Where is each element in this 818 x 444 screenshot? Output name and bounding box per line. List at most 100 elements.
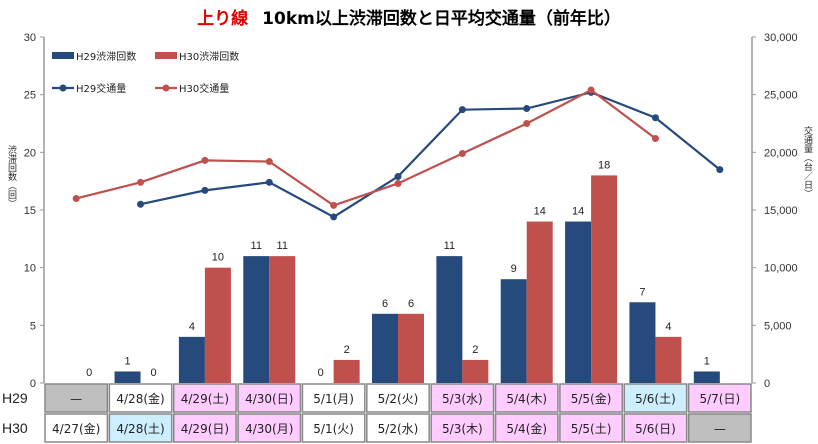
bar-data-label: 4 bbox=[189, 321, 195, 333]
bar-data-label: 11 bbox=[277, 240, 288, 252]
right-axis-label: 交通量（台／日） bbox=[802, 126, 812, 198]
point-h30 bbox=[330, 201, 338, 209]
bar-data-label: 14 bbox=[572, 206, 584, 218]
bar-h30 bbox=[655, 336, 682, 383]
right-tick-label: 25,000 bbox=[764, 90, 798, 102]
line-h29 bbox=[140, 91, 721, 219]
table-cell-text: 5/5(土) bbox=[571, 422, 612, 436]
bar-h30 bbox=[526, 221, 553, 383]
bar-data-label: 7 bbox=[639, 286, 645, 298]
right-tick-label: 5,000 bbox=[764, 320, 792, 332]
line-h30 bbox=[75, 88, 657, 207]
bar-data-label: 1 bbox=[704, 355, 710, 367]
table-cell bbox=[366, 383, 430, 413]
left-tick-label: 0 bbox=[30, 378, 36, 390]
bar-h29 bbox=[629, 302, 656, 383]
point-h29 bbox=[716, 166, 724, 174]
bar-h29 bbox=[114, 371, 141, 383]
bar-h30 bbox=[204, 267, 231, 383]
bar-h30 bbox=[398, 313, 424, 383]
table-cell bbox=[172, 383, 237, 413]
bar-h29 bbox=[693, 371, 720, 383]
title-main: 10km以上渋滞回数と日平均交通量（前年比） bbox=[262, 9, 621, 29]
table-cell bbox=[172, 413, 237, 443]
bar-h29 bbox=[243, 256, 270, 383]
table-cell-text: 5/1(月) bbox=[313, 392, 354, 406]
point-h29 bbox=[137, 200, 145, 208]
table-cell bbox=[623, 383, 688, 413]
bar-h30 bbox=[269, 256, 296, 383]
point-h29 bbox=[201, 186, 209, 194]
legend-swatch-h30-bar bbox=[155, 52, 177, 59]
table-cell-text: 5/1(火) bbox=[313, 422, 354, 436]
point-h30 bbox=[394, 179, 402, 187]
table-cell-text: 4/30(日) bbox=[245, 392, 293, 406]
table-cell bbox=[494, 383, 559, 413]
table-cell bbox=[44, 383, 109, 413]
left-tick-label: 20 bbox=[24, 147, 36, 159]
table-cell bbox=[237, 413, 302, 443]
table-cell-text: 5/2(水) bbox=[378, 422, 419, 436]
point-h30 bbox=[201, 156, 209, 164]
legend-swatch-h29-bar bbox=[52, 52, 74, 59]
bar-h30 bbox=[591, 175, 618, 383]
table-cell bbox=[44, 413, 109, 443]
table-row-label: H30 bbox=[2, 420, 28, 436]
table-cell-text: 5/6(日) bbox=[635, 422, 676, 436]
table-row-label: H29 bbox=[2, 390, 28, 406]
right-tick-label: 20,000 bbox=[764, 147, 798, 159]
bar-data-label: 9 bbox=[511, 263, 517, 275]
table-cell bbox=[494, 413, 559, 443]
table-cell bbox=[430, 413, 495, 443]
bar-h29 bbox=[178, 336, 205, 383]
point-h30 bbox=[458, 149, 466, 157]
point-h30 bbox=[587, 86, 595, 94]
legend-label: H29渋滞回数 bbox=[76, 50, 136, 63]
table-cell bbox=[623, 413, 688, 443]
table-cell-text: 4/28(金) bbox=[116, 391, 164, 406]
legend-label: H29交通量 bbox=[76, 82, 126, 95]
table-cell-text: 4/27(金) bbox=[52, 421, 100, 436]
bar-h29 bbox=[500, 279, 527, 383]
bar-data-label: 0 bbox=[318, 367, 324, 379]
legend-label: H30渋滞回数 bbox=[179, 50, 239, 63]
table-cell bbox=[301, 413, 366, 443]
bar-data-label: 10 bbox=[212, 252, 224, 264]
table-cell bbox=[108, 383, 173, 413]
chart-title: 上り線 10km以上渋滞回数と日平均交通量（前年比） bbox=[0, 4, 818, 29]
table-cell-text: 5/6(土) bbox=[635, 392, 676, 406]
table-cell-text: 5/4(木) bbox=[506, 392, 547, 406]
bar-data-label: 0 bbox=[150, 367, 156, 379]
table-cell-text: 5/4(金) bbox=[506, 421, 547, 436]
left-tick-label: 30 bbox=[24, 32, 36, 44]
table-cell bbox=[430, 383, 495, 413]
bar-data-label: 2 bbox=[472, 344, 478, 356]
point-h30 bbox=[523, 120, 531, 127]
table-cell bbox=[237, 383, 302, 413]
bar-data-label: 18 bbox=[598, 159, 610, 171]
legend-label: H30交通量 bbox=[179, 82, 229, 95]
point-h29 bbox=[265, 178, 273, 186]
bar-h29 bbox=[372, 313, 398, 383]
point-h30 bbox=[72, 194, 80, 202]
point-h29 bbox=[394, 173, 402, 181]
legend-swatch-marker bbox=[59, 84, 67, 92]
right-tick-label: 10,000 bbox=[764, 263, 798, 275]
bar-h29 bbox=[436, 256, 463, 383]
bar-h30 bbox=[462, 359, 489, 383]
bar-data-label: 4 bbox=[665, 321, 671, 333]
table-cell-text: 4/29(土) bbox=[181, 392, 229, 406]
right-tick-label: 30,000 bbox=[764, 32, 798, 44]
bar-data-label: 0 bbox=[86, 367, 92, 379]
bar-h30 bbox=[333, 359, 360, 383]
bar-data-label: 6 bbox=[382, 298, 388, 310]
bar-data-label: 2 bbox=[344, 344, 350, 356]
table-cell-text: 5/3(水) bbox=[442, 392, 483, 406]
right-tick-label: 15,000 bbox=[764, 205, 798, 217]
point-h29 bbox=[330, 213, 338, 221]
bar-data-label: 11 bbox=[251, 240, 262, 252]
table-cell-text: — bbox=[714, 422, 726, 436]
left-tick-label: 5 bbox=[30, 320, 36, 332]
